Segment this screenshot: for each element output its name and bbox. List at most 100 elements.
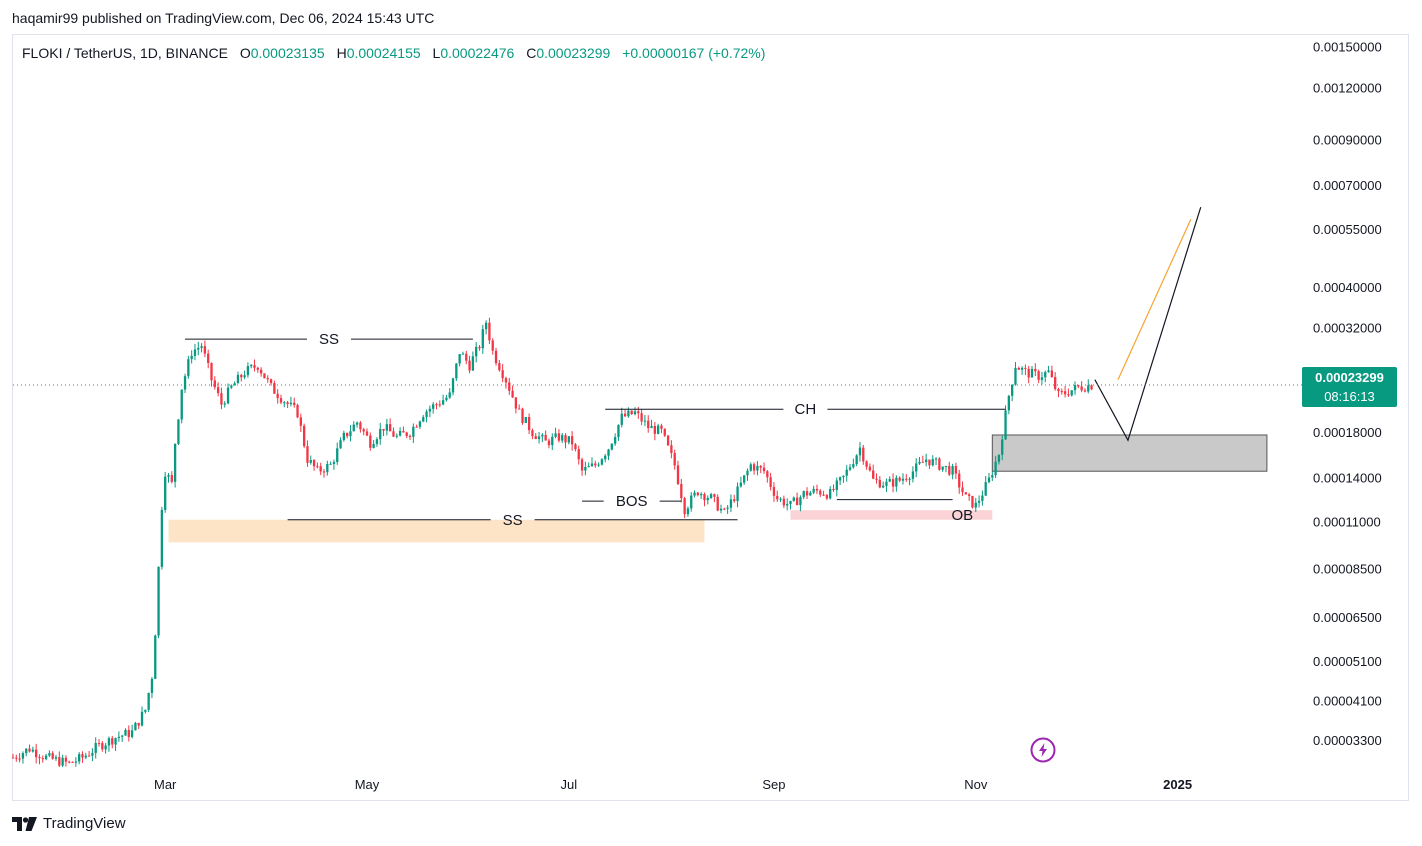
candle-body: [54, 757, 58, 759]
level-label-ch: CH: [795, 401, 817, 418]
candle-body: [68, 761, 71, 763]
symbol-legend: FLOKI / TetherUS, 1D, BINANCE O0.0002313…: [22, 45, 765, 61]
candle-body: [273, 383, 276, 394]
candle-body: [1057, 389, 1060, 392]
close-label: C: [526, 45, 537, 61]
candle-body: [570, 436, 574, 445]
candle-body: [779, 498, 782, 500]
candle-body: [958, 473, 961, 488]
candle-body: [716, 496, 719, 511]
candle-body: [94, 743, 97, 753]
open-label: O: [239, 45, 251, 61]
candle-body: [1073, 385, 1077, 391]
level-label-ss: SS: [319, 331, 339, 348]
candle-body: [524, 417, 527, 423]
y-tick-label: 0.00120000: [1313, 80, 1382, 95]
candle-body: [951, 466, 954, 475]
candle-body: [1090, 385, 1093, 390]
candle-body: [521, 408, 524, 423]
candle-body: [627, 410, 630, 417]
candle-body: [349, 431, 352, 437]
x-tick-label: Jul: [561, 777, 578, 792]
candle-body: [574, 444, 577, 450]
candle-body: [246, 366, 250, 376]
candle-body: [789, 500, 792, 505]
candle-body: [210, 362, 213, 381]
candle-body: [415, 426, 418, 428]
candle-body: [756, 465, 759, 471]
candle-body: [352, 424, 355, 432]
candle-body: [633, 411, 637, 415]
tradingview-logo[interactable]: TradingView: [12, 815, 126, 832]
candle-body: [299, 417, 302, 426]
candle-body: [531, 430, 534, 437]
candle-body: [432, 404, 435, 409]
candle-body: [514, 397, 518, 409]
candle-body: [647, 420, 650, 429]
candle-body: [279, 398, 283, 403]
candle-body: [408, 436, 412, 438]
candle-body: [389, 424, 392, 432]
candle-body: [71, 761, 74, 763]
candle-body: [534, 436, 537, 440]
candle-body: [445, 397, 448, 401]
candle-body: [197, 347, 200, 350]
candle-body: [236, 374, 240, 384]
candle-body: [858, 447, 862, 456]
candle-body: [762, 467, 766, 472]
candle-body: [111, 738, 114, 745]
candle-body: [233, 383, 236, 386]
candle-body: [815, 488, 819, 491]
candle-body: [643, 420, 647, 422]
candle-body: [852, 464, 855, 468]
candle-body: [1087, 385, 1090, 392]
candle-body: [332, 462, 336, 464]
candle-body: [915, 463, 918, 472]
candle-body: [908, 478, 911, 480]
candle-body: [167, 475, 170, 477]
candle-body: [928, 459, 931, 466]
candle-body: [114, 738, 117, 745]
candle-body: [766, 471, 769, 478]
candle-body: [1020, 367, 1024, 370]
candle-body: [78, 754, 81, 762]
candle-body: [48, 753, 51, 756]
candle-body: [468, 360, 471, 371]
candle-body: [230, 385, 233, 388]
symbol-name[interactable]: FLOKI / TetherUS, 1D, BINANCE: [22, 45, 228, 61]
candle-body: [418, 421, 422, 427]
candle-body: [428, 408, 432, 412]
candle-body: [1044, 372, 1047, 378]
candle-body: [101, 743, 104, 750]
candle-body: [501, 370, 504, 379]
candle-body: [666, 435, 670, 446]
candle-body: [180, 389, 183, 420]
candle-body: [842, 475, 845, 478]
candle-body: [41, 758, 44, 760]
candle-body: [981, 495, 984, 501]
last-price-badge: 0.00023299 08:16:13: [1302, 367, 1397, 407]
candle-body: [1047, 370, 1050, 373]
candle-body: [1017, 367, 1020, 370]
candle-body: [481, 329, 484, 349]
publish-info: haqamir99 published on TradingView.com, …: [12, 10, 435, 26]
candle-body: [769, 477, 772, 487]
candle-body: [544, 434, 547, 441]
candles: [11, 317, 1093, 768]
candle-body: [438, 404, 441, 406]
y-tick-label: 0.00004100: [1313, 694, 1382, 709]
candle-body: [137, 722, 140, 726]
candle-body: [1030, 368, 1034, 378]
candle-body: [322, 471, 326, 473]
candle-body: [746, 470, 749, 476]
candle-body: [547, 440, 551, 446]
candle-body: [104, 745, 107, 750]
zone-1: [790, 510, 993, 520]
candle-body: [832, 488, 835, 491]
candle-body: [653, 425, 657, 434]
candle-body: [491, 340, 494, 351]
candle-body: [875, 478, 878, 480]
lightning-bolt-icon[interactable]: [1030, 737, 1056, 763]
candle-body: [872, 470, 875, 479]
